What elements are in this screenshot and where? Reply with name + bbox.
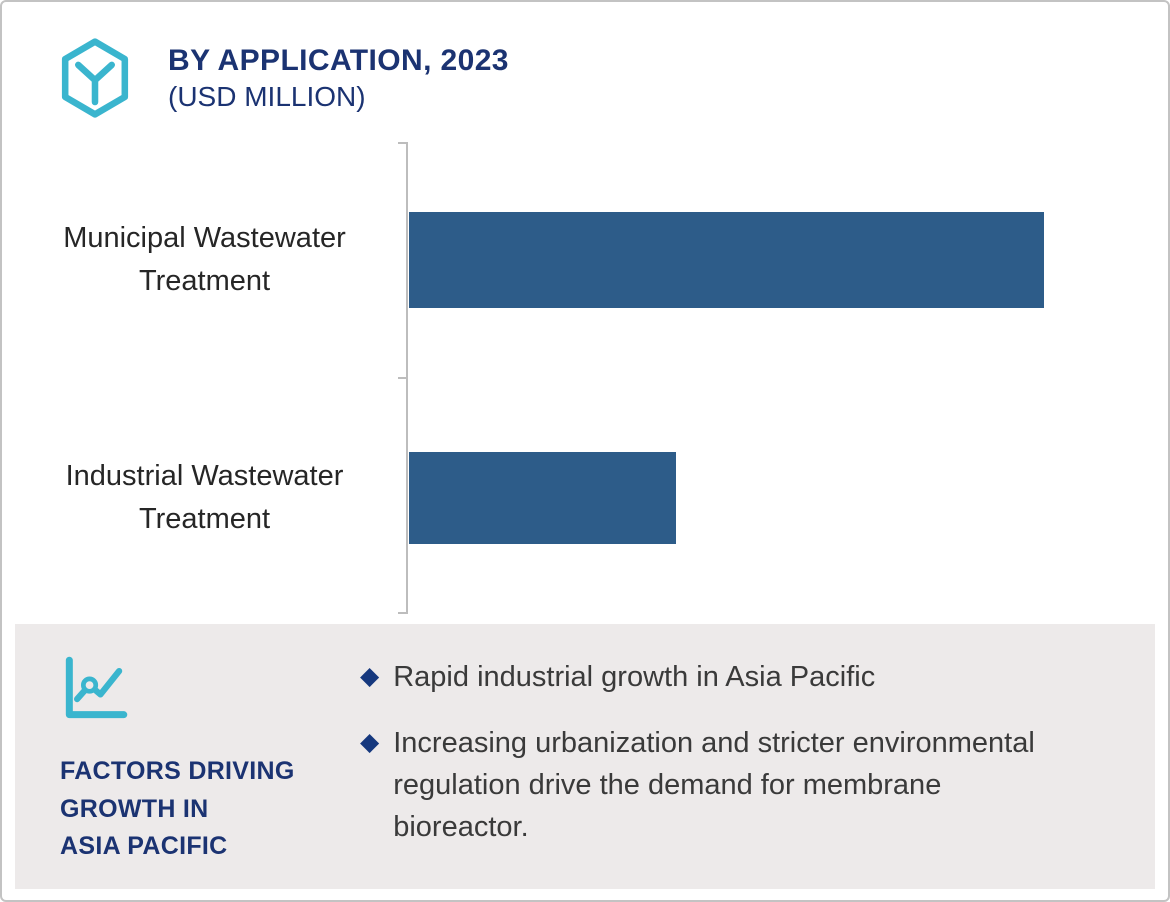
chart-titles: BY APPLICATION, 2023 (USD MILLION)	[168, 38, 509, 113]
bar-chart: Municipal Wastewater Treatment Industria…	[2, 142, 1168, 614]
hexagon-y-icon	[61, 38, 129, 118]
factors-panel-left: FACTORS DRIVING GROWTH IN ASIA PACIFIC	[15, 624, 360, 889]
chart-header: BY APPLICATION, 2023 (USD MILLION)	[58, 38, 509, 118]
factor-text: Increasing urbanization and stricter env…	[393, 727, 1035, 844]
diamond-bullet-icon: ◆	[360, 662, 380, 690]
diamond-bullet-icon: ◆	[360, 728, 380, 757]
factors-panel: FACTORS DRIVING GROWTH IN ASIA PACIFIC ◆…	[15, 624, 1155, 889]
chart-row-industrial: Industrial Wastewater Treatment	[2, 452, 1168, 544]
bar-industrial	[409, 452, 676, 544]
chart-row-municipal: Municipal Wastewater Treatment	[2, 212, 1168, 308]
factors-list: ◆ Rapid industrial growth in Asia Pacifi…	[360, 624, 1155, 889]
axis-tick	[398, 377, 408, 379]
factor-item: ◆ Increasing urbanization and stricter e…	[360, 722, 1155, 848]
factors-heading: FACTORS DRIVING GROWTH IN ASIA PACIFIC	[60, 757, 295, 860]
axis-tick	[398, 142, 408, 144]
axis-tick	[398, 612, 408, 614]
chart-title: BY APPLICATION, 2023	[168, 44, 509, 77]
bar-track	[409, 452, 1152, 544]
category-axis-line	[398, 142, 408, 614]
bar-track	[409, 212, 1152, 308]
category-label-industrial: Industrial Wastewater Treatment	[65, 460, 344, 535]
factor-item: ◆ Rapid industrial growth in Asia Pacifi…	[360, 656, 1155, 698]
category-label-municipal: Municipal Wastewater Treatment	[63, 222, 346, 297]
bar-municipal	[409, 212, 1045, 308]
chart-subtitle: (USD MILLION)	[168, 81, 366, 112]
factor-text: Rapid industrial growth in Asia Pacific	[393, 661, 876, 693]
line-chart-icon	[65, 656, 128, 719]
